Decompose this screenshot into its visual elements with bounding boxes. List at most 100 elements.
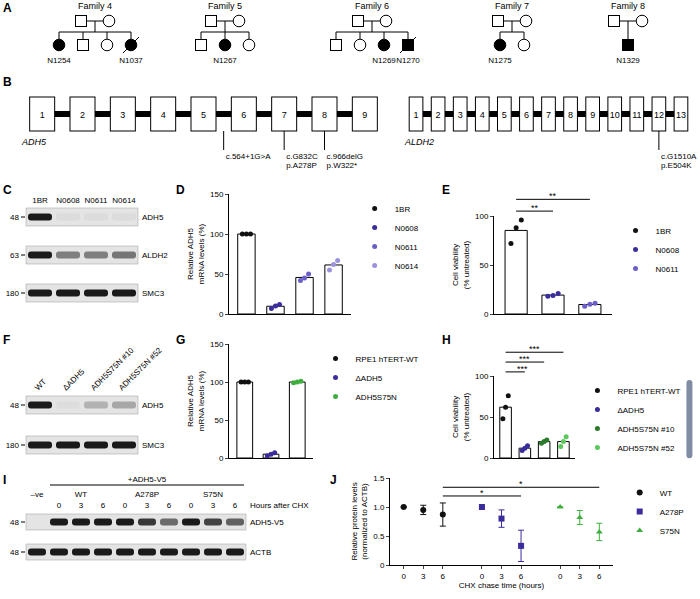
svg-text:Cell viability(% untreated): Cell viability(% untreated) [451,392,470,441]
svg-text:N1267: N1267 [213,56,237,65]
svg-text:Cell viability(% untreated): Cell viability(% untreated) [451,240,470,289]
svg-text:Family 8: Family 8 [611,1,645,11]
svg-text:ADH5: ADH5 [21,137,47,147]
svg-text:100: 100 [475,212,489,221]
svg-text:ADH5-V5: ADH5-V5 [250,518,284,527]
svg-text:1.0: 1.0 [373,503,385,512]
svg-text:0.5: 0.5 [373,532,385,541]
svg-text:180: 180 [6,441,20,450]
svg-text:N1329: N1329 [616,56,640,65]
svg-text:4: 4 [480,110,485,120]
svg-text:WT: WT [660,489,673,498]
svg-text:5: 5 [201,110,206,120]
svg-text:N1254: N1254 [47,56,71,65]
svg-text:9: 9 [590,110,595,120]
svg-text:Family 7: Family 7 [495,1,529,11]
svg-text:48: 48 [10,213,19,222]
svg-text:5: 5 [502,110,507,120]
svg-text:I: I [3,473,6,487]
svg-text:G: G [176,333,185,347]
svg-text:N0614: N0614 [395,262,419,271]
svg-text:6: 6 [167,501,172,510]
svg-text:C: C [3,183,12,197]
svg-text:WT: WT [33,377,48,392]
svg-text:N0608: N0608 [56,196,80,205]
svg-text:N1037: N1037 [119,56,143,65]
svg-text:ACTB: ACTB [250,548,271,557]
svg-text:***: *** [529,344,540,354]
svg-text:F: F [3,333,10,347]
svg-text:–ve: –ve [31,490,44,499]
svg-text:6: 6 [241,110,246,120]
svg-text:N0608: N0608 [395,224,419,233]
svg-text:WT: WT [75,490,88,499]
svg-text:*: * [480,488,484,498]
svg-text:1BR: 1BR [32,196,48,205]
svg-text:6: 6 [597,572,602,581]
svg-text:6: 6 [233,501,238,510]
svg-text:ADH5: ADH5 [142,401,164,410]
svg-text:A278P: A278P [135,490,159,499]
svg-text:Relative protein levels(normal: Relative protein levels(normalized to AC… [350,482,369,560]
svg-text:c.G832C: c.G832C [286,152,318,161]
svg-text:N0608: N0608 [656,246,680,255]
svg-text:***: *** [519,354,530,364]
svg-text:2: 2 [80,110,85,120]
svg-text:**: ** [531,203,539,213]
svg-text:48: 48 [10,518,19,527]
svg-text:3: 3 [120,110,125,120]
svg-text:RPE1 hTERT-WT: RPE1 hTERT-WT [356,355,419,364]
svg-text:H: H [442,333,451,347]
svg-text:3: 3 [421,572,426,581]
svg-text:0: 0 [189,501,194,510]
svg-text:3: 3 [499,572,504,581]
svg-text:50: 50 [214,270,223,279]
svg-text:CHX chase time (hours): CHX chase time (hours) [459,581,545,590]
svg-text:Family 5: Family 5 [208,1,242,11]
svg-text:10: 10 [610,110,620,120]
svg-text:RPE1 hTERT-WT: RPE1 hTERT-WT [617,387,680,396]
svg-text:50: 50 [479,261,488,270]
svg-text:50: 50 [214,416,223,425]
svg-text:2: 2 [436,110,441,120]
svg-text:A278P: A278P [660,508,684,517]
svg-text:ΔADH5: ΔADH5 [617,406,644,415]
svg-text:100: 100 [475,372,489,381]
svg-text:3: 3 [211,501,216,510]
svg-text:48: 48 [10,401,19,410]
svg-text:p.A278P: p.A278P [286,161,317,170]
svg-text:100: 100 [210,378,224,387]
svg-text:4: 4 [161,110,166,120]
svg-text:100: 100 [210,230,224,239]
svg-text:8: 8 [322,110,327,120]
svg-text:6: 6 [101,501,106,510]
svg-text:0: 0 [219,454,224,463]
svg-text:ΔADH5: ΔADH5 [356,374,383,383]
svg-text:8: 8 [568,110,573,120]
svg-text:3: 3 [145,501,150,510]
svg-text:1: 1 [414,110,419,120]
svg-text:150: 150 [210,340,224,349]
svg-text:ADH5S75N #52: ADH5S75N #52 [617,444,674,453]
svg-text:***: *** [517,364,528,374]
svg-text:*: * [519,479,523,489]
svg-text:48: 48 [10,548,19,557]
svg-text:c.966delG: c.966delG [327,152,363,161]
svg-text:6: 6 [441,572,446,581]
svg-text:ALDH2: ALDH2 [404,137,434,147]
svg-text:N1270: N1270 [396,56,420,65]
svg-text:c.564+1G>A: c.564+1G>A [226,152,272,161]
svg-text:1.5: 1.5 [373,474,385,483]
svg-text:ADH5S75N #10: ADH5S75N #10 [617,425,674,434]
svg-text:+ADH5-V5: +ADH5-V5 [128,475,167,484]
svg-text:63: 63 [10,251,19,260]
svg-text:p.W322*: p.W322* [327,161,358,170]
svg-text:3: 3 [79,501,84,510]
svg-text:1BR: 1BR [395,205,411,214]
svg-text:6: 6 [524,110,529,120]
svg-text:180: 180 [6,289,20,298]
svg-text:Relative ADH5mRNA levels (%): Relative ADH5mRNA levels (%) [186,370,205,431]
svg-text:J: J [330,473,337,487]
svg-text:150: 150 [210,190,224,199]
svg-text:A: A [3,1,12,15]
